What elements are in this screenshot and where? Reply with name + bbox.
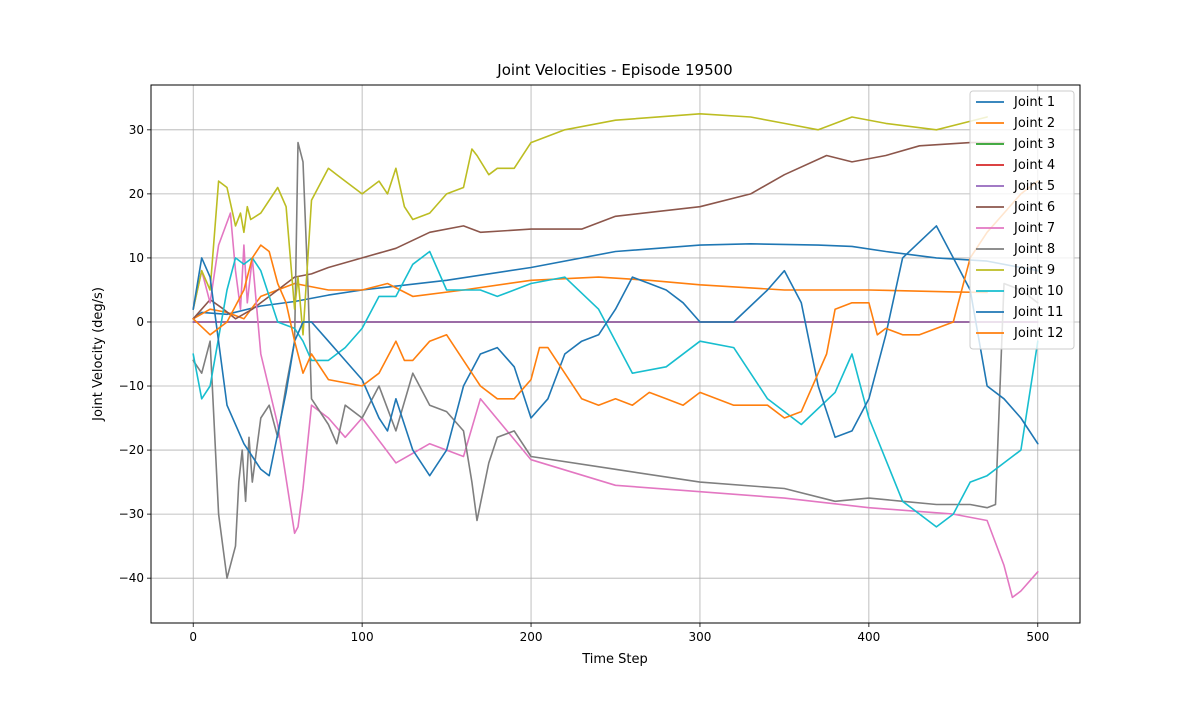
x-axis-label: Time Step bbox=[581, 652, 648, 667]
legend-label: Joint 7 bbox=[1013, 221, 1055, 236]
legend-box bbox=[969, 90, 1075, 350]
legend: Joint 1 Joint 2 Joint 3 Joint 4 Joint 5 Joint… bbox=[969, 90, 1075, 350]
legend-label: Joint 4 bbox=[1013, 158, 1055, 173]
legend-label: Joint 2 bbox=[1013, 116, 1055, 131]
legend-label: Joint 6 bbox=[1013, 200, 1055, 215]
series-line-joint-8 bbox=[192, 141, 1039, 580]
legend-label: Joint 9 bbox=[1013, 263, 1055, 278]
legend-label: Joint 12 bbox=[1013, 326, 1063, 341]
legend-label: Joint 1 bbox=[1013, 95, 1055, 110]
series-line-joint-2 bbox=[192, 276, 988, 320]
chart-title: Joint Velocities - Episode 19500 bbox=[496, 61, 732, 79]
x-tick-label: 200 bbox=[520, 630, 543, 644]
series-line-joint-10 bbox=[192, 250, 1039, 528]
y-tick-label: 10 bbox=[129, 251, 144, 265]
y-tick-label: 0 bbox=[136, 315, 144, 329]
y-axis-label: Joint Velocity (deg/s) bbox=[91, 287, 106, 422]
y-tick-label: −20 bbox=[119, 443, 144, 457]
series-line-joint-12 bbox=[192, 180, 1039, 419]
legend-label: Joint 5 bbox=[1013, 179, 1055, 194]
legend-label: Joint 11 bbox=[1013, 305, 1063, 320]
legend-label: Joint 10 bbox=[1013, 284, 1063, 299]
y-tick-label: 30 bbox=[129, 123, 144, 137]
axis-ticks: 0 100 200 300 400 500 −40 −30 −20 −10 0 10 20 30 bbox=[119, 123, 1050, 644]
legend-label: Joint 3 bbox=[1013, 137, 1055, 152]
series-layer bbox=[192, 113, 1039, 599]
series-line-joint-9 bbox=[192, 113, 988, 336]
series-line-joint-1 bbox=[192, 243, 1039, 320]
y-tick-label: −40 bbox=[119, 571, 144, 585]
x-tick-label: 400 bbox=[857, 630, 880, 644]
legend-label: Joint 8 bbox=[1013, 242, 1055, 257]
y-tick-label: 20 bbox=[129, 187, 144, 201]
plot-frame bbox=[150, 84, 1081, 624]
x-tick-label: 100 bbox=[351, 630, 374, 644]
x-tick-label: 300 bbox=[689, 630, 712, 644]
x-tick-label: 500 bbox=[1026, 630, 1049, 644]
x-tick-label: 0 bbox=[189, 630, 197, 644]
series-line-joint-7 bbox=[192, 212, 1039, 599]
y-tick-label: −10 bbox=[119, 379, 144, 393]
y-tick-label: −30 bbox=[119, 507, 144, 521]
series-line-joint-11 bbox=[192, 225, 1039, 477]
